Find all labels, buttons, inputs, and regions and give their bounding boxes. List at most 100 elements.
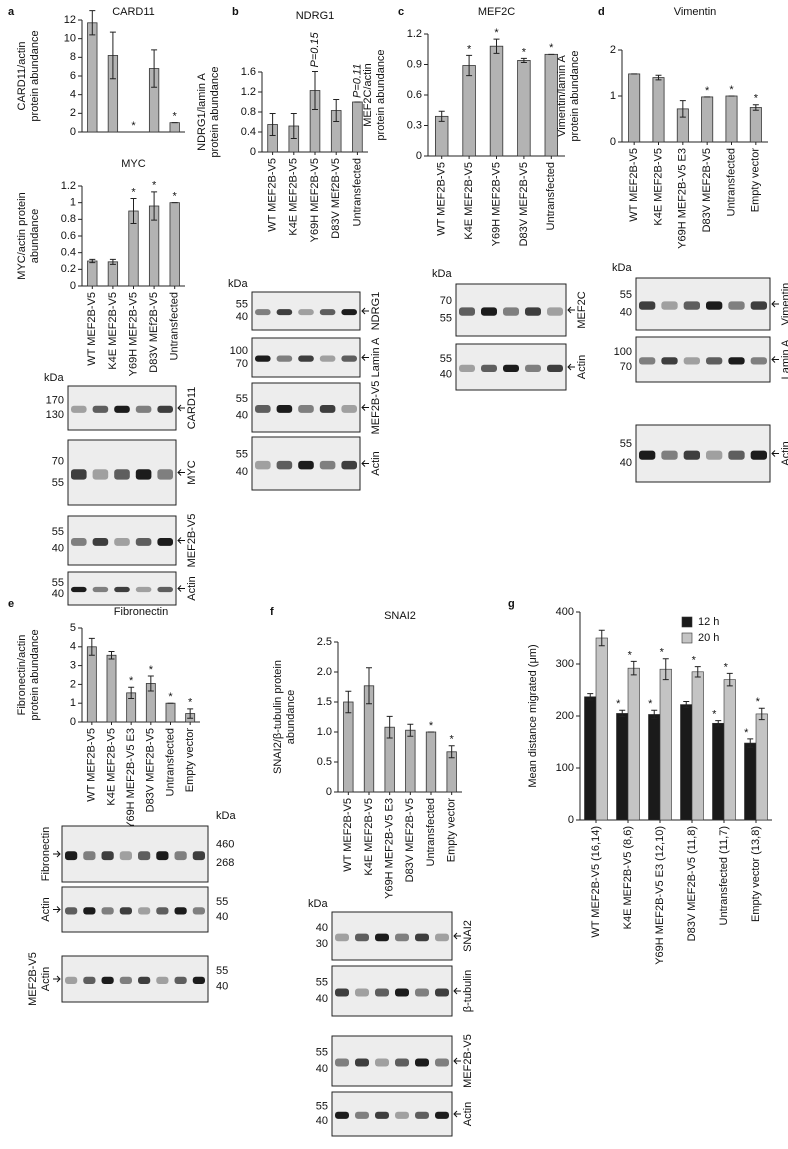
blot-label: MEF2B-V5: [27, 952, 39, 1006]
y-tick-label: 0: [416, 150, 422, 162]
error-bar: [151, 49, 158, 88]
blot-band: [174, 907, 187, 915]
arrow: [361, 354, 369, 361]
blot-band: [255, 460, 271, 470]
y-tick-label: 0.8: [241, 106, 256, 118]
y-axis-label: abundance: [285, 690, 297, 744]
significance-mark: *: [549, 42, 554, 54]
blot-band: [138, 976, 151, 985]
bar: [434, 115, 449, 157]
kda-marker: 460: [216, 839, 234, 851]
blot-band: [319, 405, 336, 413]
bar: [691, 671, 704, 821]
y-axis-label: abundance: [29, 209, 41, 263]
y-tick-label: 0.3: [407, 119, 422, 131]
chart-title: MEF2C: [478, 6, 515, 18]
blot-band: [174, 851, 187, 861]
kda-marker: 55: [620, 289, 632, 301]
x-tick-label: K4E MEF2B-V5: [652, 148, 664, 226]
error-bar: [438, 110, 445, 122]
kda-marker: 40: [52, 543, 64, 555]
x-tick-label: Y69H MEF2B-V5 E3 (12,10): [654, 826, 666, 965]
y-tick-label: 1: [70, 197, 76, 209]
blot-band: [335, 933, 349, 942]
blot-band: [435, 933, 449, 942]
blot-band: [157, 538, 173, 546]
blot-band: [355, 988, 369, 997]
blot-strip: [635, 277, 771, 331]
kda-marker: 100: [614, 346, 632, 358]
error-bar: [715, 720, 722, 727]
blot-band: [728, 450, 745, 460]
bar: [87, 260, 98, 287]
annotation: P=0.11: [351, 64, 363, 98]
x-tick-label: Untransfected: [169, 292, 181, 360]
legend-label: 20 h: [698, 632, 719, 644]
x-tick-label: D83V MEf2B-V5: [148, 292, 160, 373]
blot-band: [298, 309, 314, 316]
blot-label: Actin: [186, 576, 198, 600]
blot-band: [298, 355, 314, 362]
significance-mark: *: [131, 186, 136, 198]
chart-title: NDRG1: [296, 10, 335, 22]
bar: [627, 667, 640, 821]
blot-band: [101, 907, 114, 915]
arrow: [53, 850, 61, 858]
blot-band: [135, 469, 152, 480]
significance-mark: *: [168, 691, 173, 703]
y-tick-label: 2.0: [317, 666, 332, 678]
y-tick-label: 10: [64, 33, 76, 45]
blot-label: MEF2B-V5: [462, 1034, 474, 1088]
y-tick-label: 2.5: [317, 636, 332, 648]
arrow: [771, 356, 779, 363]
y-tick-label: 100: [556, 762, 574, 774]
x-tick-label: K4E MEF2B-V5: [107, 292, 119, 370]
error-bar: [662, 658, 669, 681]
y-tick-label: 0.8: [61, 213, 76, 225]
error-bar: [151, 191, 158, 221]
blot-band: [503, 307, 519, 316]
error-bar: [747, 738, 754, 748]
y-tick-label: 0: [568, 814, 574, 826]
blot-band: [750, 450, 767, 460]
bar: [652, 77, 665, 143]
bar: [165, 702, 176, 723]
arrow: [177, 469, 185, 476]
kda-marker: 40: [440, 369, 452, 381]
blot-band: [355, 1111, 369, 1119]
blot-strip: [331, 1091, 453, 1137]
kda-marker: 70: [52, 456, 64, 468]
blot-band: [415, 933, 429, 942]
kda-marker: 40: [52, 588, 64, 600]
legend-swatch: [681, 632, 693, 644]
y-tick-label: 0.5: [317, 756, 332, 768]
kda-label: kDa: [44, 372, 64, 384]
y-tick-label: 5: [70, 622, 76, 634]
x-tick-label: WT MEF2B-V5: [267, 158, 279, 232]
error-bar: [694, 666, 701, 678]
annotation: P=0.15: [309, 31, 321, 67]
significance-mark: *: [467, 43, 472, 55]
blot-label: SNAI2: [462, 920, 474, 952]
significance-mark: *: [173, 111, 178, 123]
blot-band: [157, 469, 173, 480]
error-bar: [386, 715, 393, 739]
error-bar: [290, 113, 297, 139]
kda-marker: 40: [316, 922, 328, 934]
blot-band: [65, 851, 78, 861]
blot-band: [639, 301, 656, 310]
y-tick-label: 1: [610, 90, 616, 102]
blot-band: [547, 307, 563, 316]
kda-marker: 40: [216, 911, 228, 923]
error-bar: [520, 57, 527, 63]
kda-marker: 55: [620, 438, 632, 450]
kda-marker: 70: [236, 358, 248, 370]
blot-band: [101, 976, 114, 985]
blot-label: MEF2B-V5: [186, 514, 198, 568]
bar: [680, 704, 693, 821]
arrow: [177, 404, 185, 412]
blot-band: [71, 469, 87, 480]
blot-band: [92, 586, 109, 593]
chart-title: Vimentin: [674, 6, 717, 18]
panel-letter: d: [598, 6, 605, 18]
